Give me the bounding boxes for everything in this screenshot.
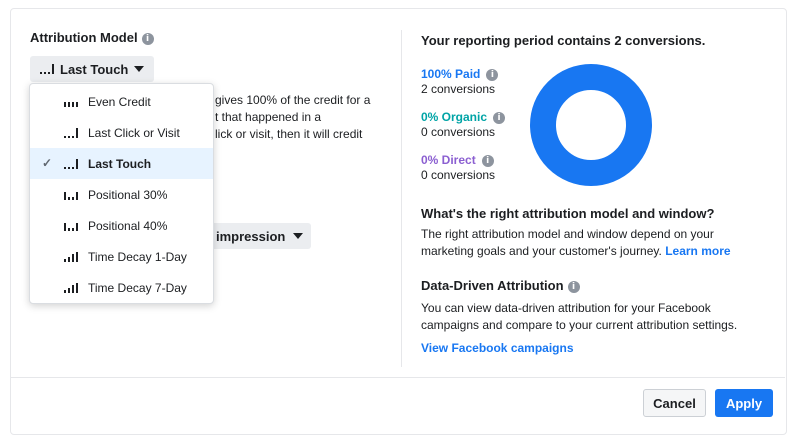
conversions-donut-chart <box>530 64 652 186</box>
description-line: lick or visit, then it will credit <box>215 127 363 141</box>
question-body: The right attribution model and window d… <box>421 227 714 258</box>
menu-item-label: Positional 30% <box>88 187 168 202</box>
time-decay-bars-icon <box>64 251 78 262</box>
checkmark-icon: ✓ <box>42 156 53 170</box>
menu-item-label: Time Decay 1-Day <box>88 249 187 264</box>
info-icon[interactable]: i <box>493 111 506 124</box>
caret-down-icon <box>293 233 304 239</box>
paid-metric: 100% Paid i 2 conversions <box>421 67 499 97</box>
menu-item-label: Last Touch <box>88 156 152 171</box>
info-icon[interactable]: i <box>486 68 499 81</box>
info-icon[interactable]: i <box>481 154 494 167</box>
conversions-summary: Your reporting period contains 2 convers… <box>421 33 706 48</box>
organic-conversions: 0 conversions <box>421 125 496 139</box>
menu-item-time-decay-1-day[interactable]: Time Decay 1-Day <box>30 241 213 272</box>
last-click-bars-icon <box>64 127 78 138</box>
last-touch-bars-icon <box>40 64 54 74</box>
last-touch-bars-icon <box>64 158 78 169</box>
footer-divider <box>10 377 785 378</box>
info-icon[interactable]: i <box>567 280 580 293</box>
paid-label: 100% Paid <box>421 67 481 81</box>
organic-metric: 0% Organic i 0 conversions <box>421 110 506 140</box>
menu-item-even-credit[interactable]: Even Credit <box>30 86 213 117</box>
view-facebook-campaigns-link[interactable]: View Facebook campaigns <box>421 341 574 355</box>
description-line: t that happened in a <box>215 110 322 124</box>
menu-item-label: Last Click or Visit <box>88 125 180 140</box>
attribution-model-selected: Last Touch <box>60 61 129 77</box>
caret-down-icon <box>134 66 145 72</box>
direct-conversions: 0 conversions <box>421 168 496 182</box>
time-decay-bars-icon <box>64 282 78 293</box>
menu-item-label: Positional 40% <box>88 218 168 233</box>
positional-bars-icon <box>64 190 78 200</box>
menu-item-positional-40[interactable]: Positional 40% <box>30 210 213 241</box>
attribution-model-menu: Even Credit Last Click or Visit ✓ Last T… <box>29 83 214 304</box>
menu-item-label: Time Decay 7-Day <box>88 280 187 295</box>
attribution-model-heading: Attribution Model i <box>30 30 154 45</box>
learn-more-link[interactable]: Learn more <box>665 244 731 258</box>
apply-button[interactable]: Apply <box>715 389 773 417</box>
attribution-model-title: Attribution Model <box>30 30 138 45</box>
attribution-question-title: What's the right attribution model and w… <box>421 206 715 221</box>
even-credit-bars-icon <box>64 97 78 107</box>
attribution-model-dropdown[interactable]: Last Touch <box>30 56 155 82</box>
menu-item-time-decay-7-day[interactable]: Time Decay 7-Day <box>30 272 213 303</box>
menu-item-label: Even Credit <box>88 94 151 109</box>
data-driven-attribution-heading: Data-Driven Attribution i <box>421 278 580 293</box>
menu-item-last-click-or-visit[interactable]: Last Click or Visit <box>30 117 213 148</box>
paid-donut-segment <box>530 64 652 186</box>
attribution-window-dropdown[interactable]: impression <box>210 223 311 249</box>
positional-bars-icon <box>64 221 78 231</box>
column-divider <box>401 30 402 367</box>
data-driven-description: You can view data-driven attribution for… <box>421 301 738 332</box>
menu-item-positional-30[interactable]: Positional 30% <box>30 179 213 210</box>
direct-label: 0% Direct <box>421 153 476 167</box>
attribution-description: gives 100% of the credit for a t that ha… <box>215 92 395 143</box>
cancel-button[interactable]: Cancel <box>643 389 706 417</box>
organic-label: 0% Organic <box>421 110 488 124</box>
direct-metric: 0% Direct i 0 conversions <box>421 153 495 183</box>
attribution-window-label: impression <box>216 228 286 244</box>
menu-item-last-touch[interactable]: ✓ Last Touch <box>30 148 213 179</box>
attribution-question-text: The right attribution model and window d… <box>421 226 761 260</box>
paid-conversions: 2 conversions <box>421 82 496 96</box>
info-icon[interactable]: i <box>141 32 154 45</box>
data-driven-title: Data-Driven Attribution <box>421 278 564 293</box>
description-line: gives 100% of the credit for a <box>215 93 371 107</box>
